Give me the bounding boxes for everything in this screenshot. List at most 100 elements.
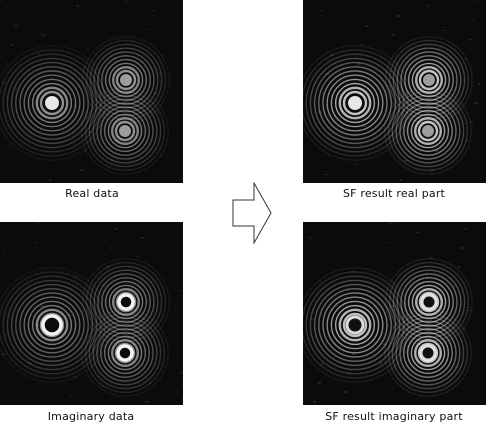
noise-speckle [420, 396, 422, 397]
noise-speckle [348, 372, 350, 374]
noise-speckle [464, 58, 467, 59]
fringe-ring [413, 338, 442, 367]
particle-core [119, 125, 131, 137]
noise-speckle [51, 78, 53, 79]
noise-speckle [45, 15, 47, 17]
sf-imaginary-caption: SF result imaginary part [325, 410, 463, 423]
fringe-ring [407, 280, 451, 324]
fringe-ring [101, 55, 151, 105]
noise-speckle [182, 271, 183, 272]
noise-speckle [344, 391, 348, 393]
noise-speckle [424, 377, 427, 378]
fringe-ring [0, 267, 110, 383]
noise-speckle [319, 281, 322, 282]
fringe-ring [391, 316, 465, 390]
noise-speckle [466, 140, 468, 142]
noise-speckle [396, 15, 400, 17]
noise-speckle [178, 290, 182, 291]
noise-speckle [149, 382, 151, 384]
fringe-ring [338, 308, 372, 342]
sf-imag-hologram [303, 223, 473, 403]
noise-speckle [145, 401, 149, 403]
particle-fringe-pattern [81, 309, 169, 397]
fringe-ring [417, 120, 439, 142]
particle-core [423, 74, 435, 86]
fringe-ring [305, 275, 405, 375]
fringe-ring [395, 98, 461, 164]
fringe-ring [19, 70, 85, 136]
noise-speckle [80, 169, 84, 171]
fringe-ring [84, 90, 166, 172]
fringe-ring [85, 261, 167, 343]
particle-fringe-pattern [384, 309, 472, 397]
noise-speckle [472, 20, 474, 21]
noise-speckle [152, 10, 156, 11]
noise-speckle [10, 44, 13, 46]
particle-core [422, 125, 434, 137]
noise-speckle [106, 266, 110, 268]
fringe-ring [96, 324, 154, 382]
noise-speckle [313, 401, 316, 403]
noise-speckle [75, 276, 78, 278]
fringe-ring [88, 316, 162, 390]
fringe-ring [303, 49, 409, 157]
fringe-ring [6, 57, 98, 149]
fringe-ring [27, 78, 77, 128]
fringe-ring [10, 283, 94, 367]
particle-fringe-pattern [0, 45, 110, 161]
fringe-ring [92, 320, 158, 386]
noise-speckle [416, 232, 420, 233]
fringe-ring [35, 86, 69, 120]
noise-speckle [311, 319, 315, 320]
real-data-image [0, 0, 183, 183]
noise-speckle [88, 131, 91, 133]
noise-speckle [381, 261, 383, 262]
fringe-ring [392, 265, 466, 339]
fringe-ring [81, 87, 169, 175]
fringe-ring [410, 113, 446, 149]
noise-speckle [71, 295, 73, 297]
noise-speckle [37, 53, 40, 55]
right-arrow-outline-icon [232, 182, 272, 244]
sf-real-caption: SF result real part [342, 187, 446, 200]
fringe-ring [27, 300, 77, 350]
noise-speckle [100, 386, 104, 387]
fringe-ring [318, 288, 392, 362]
fringe-ring [39, 90, 65, 116]
fringe-ring [88, 94, 162, 168]
particle-core [345, 315, 365, 335]
noise-speckle [108, 348, 111, 349]
imaginary-data-image [0, 222, 183, 405]
fringe-ring [23, 296, 81, 354]
fringe-ring [403, 328, 453, 378]
fringe-ring [414, 65, 443, 94]
noise-speckle [84, 150, 86, 152]
fringe-ring [81, 309, 169, 397]
noise-speckle [352, 353, 355, 355]
noise-speckle [476, 1, 479, 2]
particle-core [120, 74, 132, 86]
noise-speckle [137, 256, 139, 258]
noise-speckle [463, 329, 466, 330]
fringe-ring [338, 86, 372, 120]
fringe-ring [110, 338, 139, 367]
noise-speckle [402, 78, 406, 79]
fringe-ring [411, 284, 447, 320]
fringe-ring [111, 65, 140, 94]
noise-speckle [3, 252, 6, 253]
fringe-ring [395, 320, 461, 386]
fringe-ring [114, 120, 136, 142]
fringe-ring [417, 342, 439, 364]
noise-speckle [387, 324, 389, 326]
noise-speckle [176, 391, 178, 393]
noise-speckle [174, 309, 177, 310]
noise-speckle [160, 155, 163, 156]
noise-speckle [461, 247, 465, 249]
fringe-ring [85, 39, 167, 121]
noise-speckle [5, 334, 7, 336]
fringe-ring [342, 312, 368, 338]
noise-speckle [392, 34, 395, 36]
noise-speckle [110, 247, 112, 249]
fringe-ring [97, 51, 155, 109]
fringe-ring [103, 109, 147, 153]
